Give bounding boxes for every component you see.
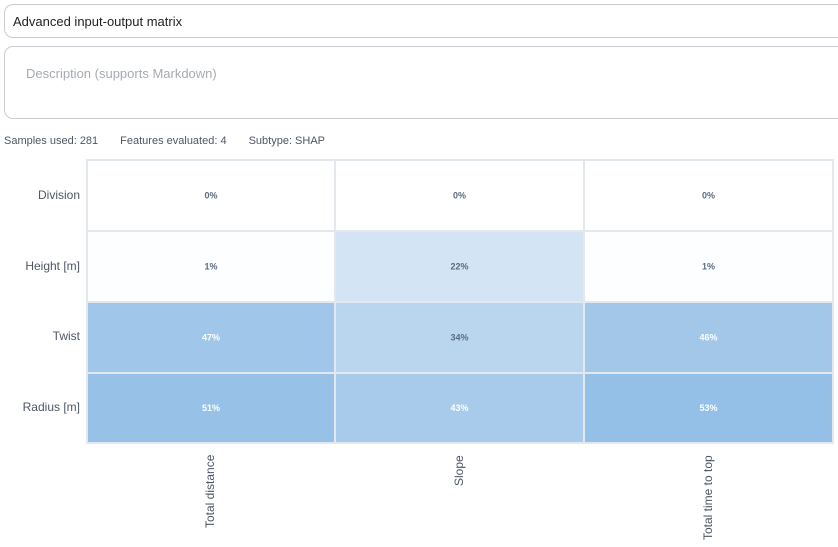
heatmap-cell-r3-c0 (86, 372, 336, 444)
subtype-text: Subtype: SHAP (248, 135, 326, 147)
heatmap-cell-r2-c2 (583, 301, 834, 374)
heatmap-cell-r0-c1 (334, 159, 585, 232)
col-label-slope: Slope (452, 455, 466, 486)
heatmap-cell-r3-c2 (583, 372, 834, 444)
heatmap-cell-r3-c1 (334, 372, 585, 444)
heatmap-cell-r1-c1 (334, 230, 585, 303)
heatmap-cell-label-r2-c1: 34% (450, 333, 468, 343)
heatmap-cell-label-r1-c1: 22% (450, 262, 468, 272)
heatmap-cell-label-r3-c2: 53% (699, 403, 717, 413)
row-label-division: Division (37, 188, 80, 202)
heatmap-cell-label-r1-c2: 1% (702, 262, 715, 272)
heatmap-cell-label-r0-c0: 0% (204, 191, 217, 201)
heatmap-cell-label-r2-c0: 47% (202, 333, 220, 343)
heatmap-cell-label-r0-c2: 0% (702, 191, 715, 201)
features-evaluated-text: Features evaluated: 4 (120, 135, 227, 147)
row-label-height: Height [m] (25, 259, 80, 273)
heatmap-cell-r1-c2 (583, 230, 834, 303)
heatmap-cell-r2-c0 (86, 301, 336, 374)
heatmap-cell-label-r3-c1: 43% (450, 403, 468, 413)
heatmap-cell-r2-c1 (334, 301, 585, 374)
title-input[interactable] (4, 4, 838, 38)
heatmap-cell-label-r3-c0: 51% (202, 403, 220, 413)
heatmap-cell-r0-c0 (86, 159, 336, 232)
samples-used-text: Samples used: 281 (4, 135, 99, 147)
heatmap-cell-label-r2-c2: 46% (699, 333, 717, 343)
col-label-total-time-to-top: Total time to top (701, 455, 715, 540)
heatmap-cell-label-r0-c1: 0% (453, 191, 466, 201)
heatmap-cell-r1-c0 (86, 230, 336, 303)
row-label-radius: Radius [m] (22, 400, 80, 414)
heatmap-cell-r0-c2 (583, 159, 834, 232)
stats-bar: Samples used: 281 Features evaluated: 4 … (4, 135, 325, 149)
heatmap-cell-label-r1-c0: 1% (204, 262, 217, 272)
description-input[interactable] (4, 46, 838, 119)
row-label-twist: Twist (52, 329, 80, 343)
col-label-total-distance: Total distance (203, 454, 217, 528)
